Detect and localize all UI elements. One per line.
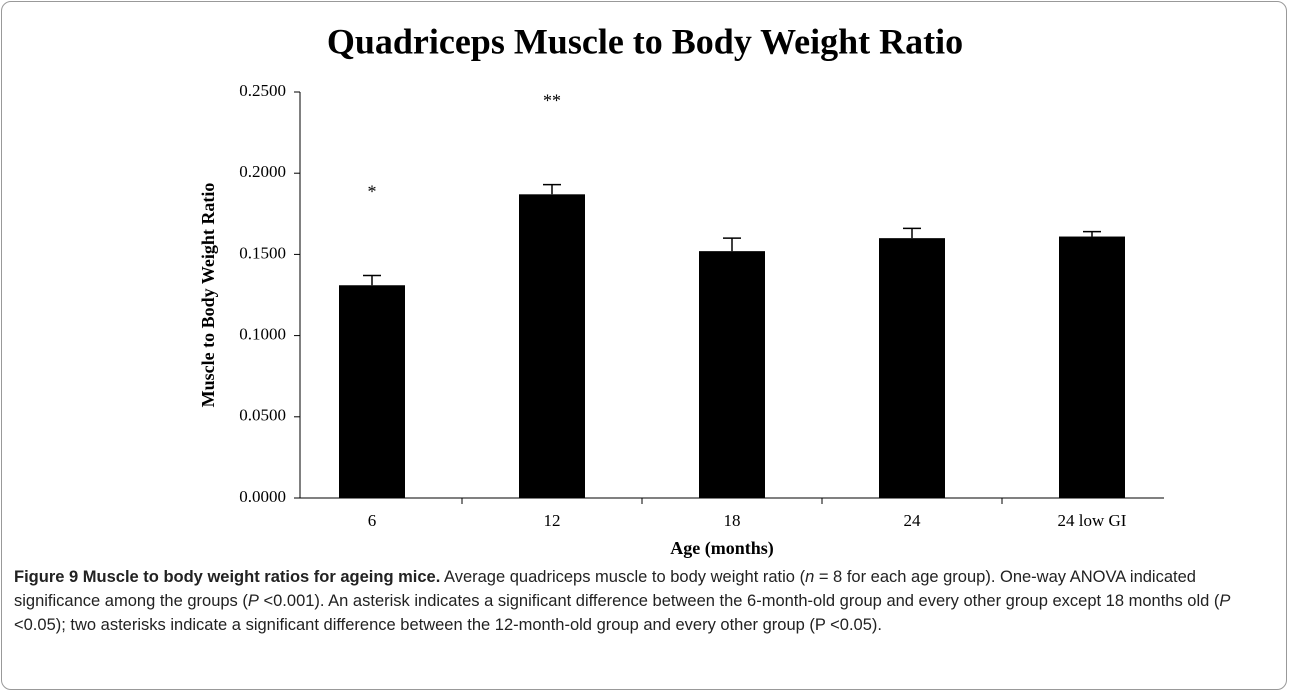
y-tick-label: 0.2000 <box>239 162 286 181</box>
x-tick-label: 12 <box>544 511 561 530</box>
error-bar <box>543 183 561 195</box>
caption-run: <0.05); two asterisks indicate a signifi… <box>14 616 882 634</box>
x-axis-label: Age (months) <box>670 538 774 559</box>
y-tick-label: 0.1000 <box>239 325 286 344</box>
x-tick-label: 18 <box>724 511 741 530</box>
bar <box>339 285 405 498</box>
caption-run: n <box>805 568 815 586</box>
error-bar <box>363 274 381 286</box>
figure-caption: Figure 9 Muscle to body weight ratios fo… <box>14 565 1276 637</box>
caption-run: <0.001). An asterisk indicates a signifi… <box>258 592 1220 610</box>
y-tick-label: 0.2500 <box>239 81 286 100</box>
chart: Quadriceps Muscle to Body Weight Ratio M… <box>198 21 1164 559</box>
chart-title: Quadriceps Muscle to Body Weight Ratio <box>327 21 963 61</box>
y-axis-label: Muscle to Body Weight Ratio <box>198 183 218 408</box>
error-bar <box>1083 230 1101 237</box>
bar <box>1059 236 1125 498</box>
caption-run: P <box>247 592 259 610</box>
caption-run: Average quadriceps muscle to body weight… <box>440 568 806 586</box>
error-bar <box>723 237 741 252</box>
y-tick-label: 0.0000 <box>239 487 286 506</box>
bar <box>519 194 585 498</box>
x-tick-label: 24 low GI <box>1058 511 1127 530</box>
significance-marker: ** <box>543 91 561 111</box>
x-tick-label: 24 <box>904 511 922 530</box>
error-bar <box>903 227 921 239</box>
significance-marker: * <box>368 182 377 202</box>
caption-run: Figure 9 Muscle to body weight ratios fo… <box>14 568 441 586</box>
bar <box>699 251 765 498</box>
y-tick-label: 0.0500 <box>239 406 286 425</box>
bar <box>879 238 945 498</box>
caption-run: P <box>1219 592 1231 610</box>
x-tick-label: 6 <box>368 511 377 530</box>
caption-run: = 8 for each age group). One-way ANOVA i… <box>14 568 1196 610</box>
y-tick-label: 0.1500 <box>239 243 286 262</box>
